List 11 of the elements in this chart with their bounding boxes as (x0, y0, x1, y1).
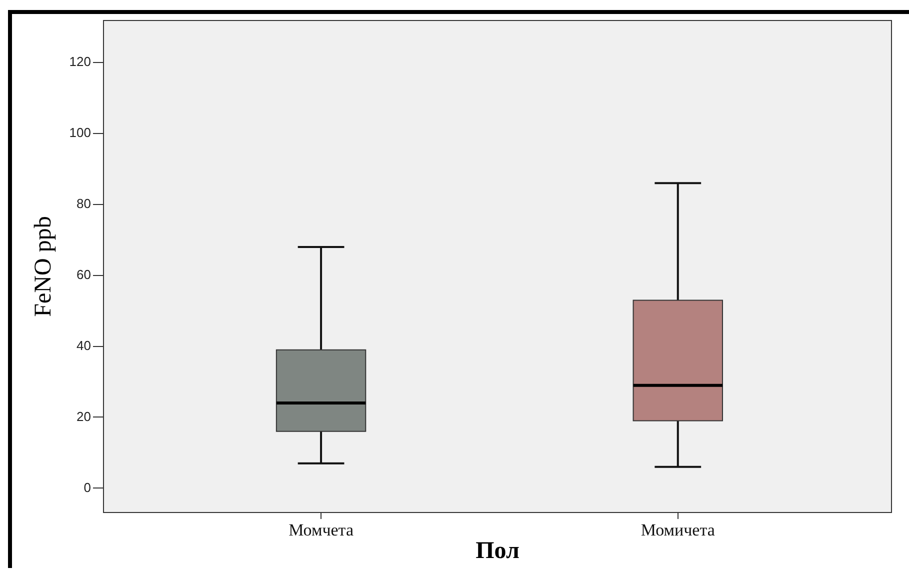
y-tick-label: 100 (69, 125, 91, 140)
y-tick-label: 80 (76, 196, 91, 212)
x-tick-label: Момчета (288, 520, 354, 540)
y-tick-label: 60 (76, 266, 91, 282)
x-axis-title: Пол (476, 538, 520, 564)
y-axis-title: FeNO ppb (30, 216, 57, 317)
x-tick-label: Момичета (640, 520, 716, 540)
y-tick-label: 120 (69, 54, 91, 70)
y-tick-label: 0 (84, 480, 91, 495)
y-tick-label: 20 (76, 408, 91, 424)
y-tick-label: 40 (76, 338, 91, 353)
